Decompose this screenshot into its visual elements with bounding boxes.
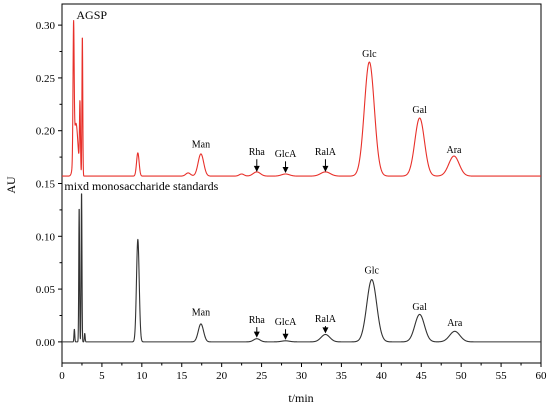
peak-arrow-head bbox=[253, 331, 260, 338]
peak-label: RalA bbox=[315, 147, 337, 158]
x-tick-label: 5 bbox=[99, 370, 105, 382]
y-tick-label: 0.00 bbox=[36, 337, 56, 349]
peak-label: Ara bbox=[446, 145, 462, 156]
y-axis-label: AU bbox=[4, 176, 18, 194]
x-tick-label: 50 bbox=[456, 370, 468, 382]
peak-arrow-head bbox=[253, 165, 260, 172]
x-axis-label: t/min bbox=[288, 391, 313, 405]
peak-label: Ara bbox=[447, 318, 463, 329]
x-tick-label: 60 bbox=[536, 370, 548, 382]
peak-label: Gal bbox=[412, 302, 427, 313]
x-tick-label: 0 bbox=[59, 370, 65, 382]
peak-label: Rha bbox=[249, 315, 266, 326]
traces bbox=[61, 20, 542, 343]
x-tick-label: 15 bbox=[176, 370, 188, 382]
standards-trace-line bbox=[61, 193, 542, 343]
y-axis: 0.00 0.05 0.10 0.15 0.20 0.25 0.30 bbox=[36, 20, 62, 349]
peak-arrow-head bbox=[322, 165, 329, 172]
peak-labels: Man Rha GlcA RalA Glc Gal Ara Man Rha GlcA RalA Glc… bbox=[192, 49, 463, 340]
agsp-trace-line bbox=[61, 20, 542, 177]
peak-arrow-head bbox=[282, 333, 289, 340]
peak-arrow-head bbox=[322, 327, 329, 334]
peak-label: Glc bbox=[365, 265, 380, 276]
peak-label: Gal bbox=[412, 105, 427, 116]
x-tick-label: 55 bbox=[496, 370, 508, 382]
peak-label: Man bbox=[192, 140, 210, 151]
x-tick-label: 10 bbox=[136, 370, 148, 382]
trace-label: AGSP bbox=[76, 8, 107, 22]
y-tick-label: 0.15 bbox=[36, 179, 56, 191]
trace-labels: AGSP mixd monosaccharide standards bbox=[64, 8, 218, 193]
peak-label: RalA bbox=[315, 314, 337, 325]
peak-arrow-head bbox=[282, 166, 289, 173]
x-tick-label: 25 bbox=[256, 370, 268, 382]
y-tick-label: 0.25 bbox=[36, 73, 56, 85]
x-tick-label: 40 bbox=[376, 370, 388, 382]
peak-label: GlcA bbox=[275, 317, 297, 328]
peak-label: Glc bbox=[362, 49, 377, 60]
peak-label: GlcA bbox=[275, 149, 297, 160]
y-tick-label: 0.20 bbox=[36, 126, 56, 138]
trace-label: mixd monosaccharide standards bbox=[64, 179, 218, 193]
y-tick-label: 0.30 bbox=[36, 20, 56, 32]
y-tick-label: 0.10 bbox=[36, 231, 56, 243]
x-axis: 0 5 10 15 20 25 30 35 40 45 50 55 60 bbox=[59, 363, 547, 382]
x-tick-label: 20 bbox=[216, 370, 228, 382]
x-tick-label: 45 bbox=[416, 370, 428, 382]
peak-label: Man bbox=[192, 307, 210, 318]
peak-label: Rha bbox=[249, 147, 266, 158]
x-tick-label: 30 bbox=[296, 370, 308, 382]
y-tick-label: 0.05 bbox=[36, 284, 56, 296]
x-tick-label: 35 bbox=[336, 370, 348, 382]
